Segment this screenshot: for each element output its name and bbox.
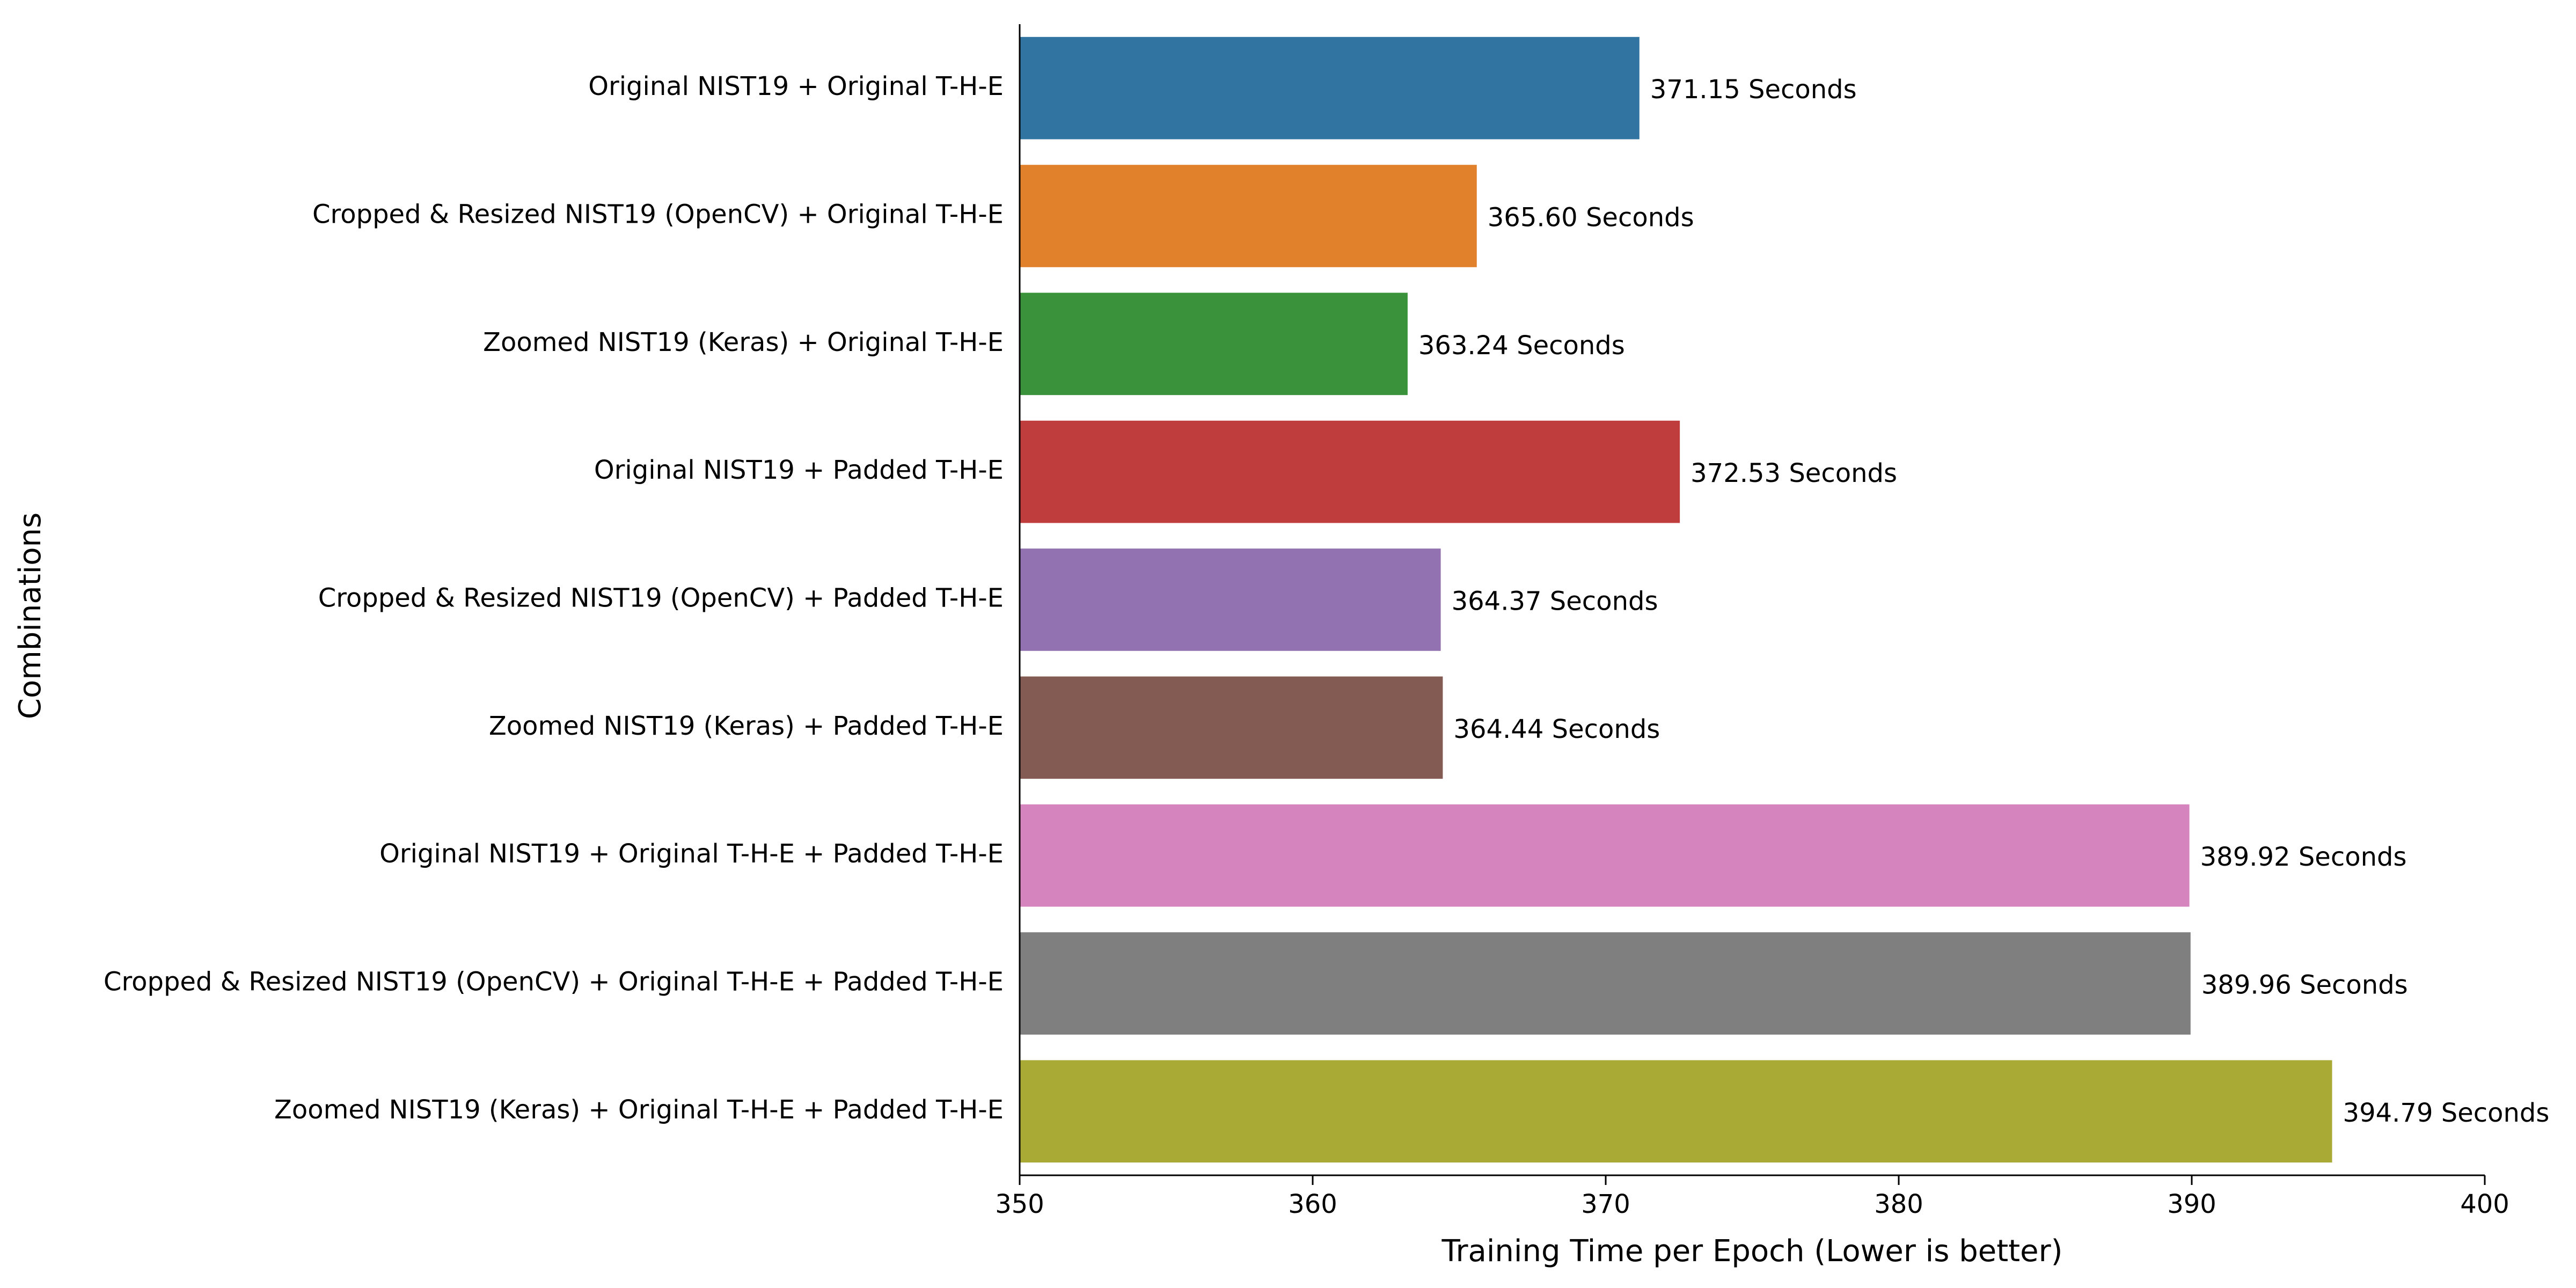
category-label: Zoomed NIST19 (Keras) + Original T-H-E +… [274, 1095, 1004, 1125]
bars-group [1020, 36, 2332, 1163]
x-tick-label: 350 [995, 1189, 1044, 1219]
bar [1020, 676, 1443, 779]
data-label: 365.60 Seconds [1488, 203, 1694, 233]
data-label: 389.92 Seconds [2200, 842, 2407, 872]
x-tick-label: 360 [1288, 1189, 1337, 1219]
data-label: 364.37 Seconds [1452, 587, 1658, 617]
category-labels: Original NIST19 + Original T-H-E Cropped … [104, 71, 1004, 1125]
x-tick-label: 400 [2460, 1189, 2509, 1219]
data-label: 372.53 Seconds [1690, 458, 1897, 488]
x-tick-label: 390 [2167, 1189, 2216, 1219]
x-axis-title: Training Time per Epoch (Lower is better… [1441, 1234, 2063, 1269]
value-labels: 371.15 Seconds 365.60 Seconds 363.24 Secon… [1418, 75, 2550, 1128]
bar [1020, 1060, 2332, 1163]
data-label: 364.44 Seconds [1453, 714, 1660, 744]
data-label: 371.15 Seconds [1650, 75, 1857, 105]
x-tick-label: 370 [1581, 1189, 1630, 1219]
category-label: Cropped & Resized NIST19 (OpenCV) + Orig… [104, 967, 1004, 997]
category-label: Cropped & Resized NIST19 (OpenCV) + Orig… [312, 200, 1004, 230]
data-label: 389.96 Seconds [2201, 970, 2408, 1000]
category-label: Zoomed NIST19 (Keras) + Original T-H-E [483, 327, 1004, 357]
x-ticks: 350 360 370 380 390 400 [995, 1175, 2509, 1219]
category-label: Original NIST19 + Padded T-H-E [594, 455, 1004, 485]
data-label: 363.24 Seconds [1418, 331, 1625, 361]
category-label: Cropped & Resized NIST19 (OpenCV) + Padd… [318, 583, 1004, 613]
x-tick-label: 380 [1874, 1189, 1923, 1219]
category-label: Zoomed NIST19 (Keras) + Padded T-H-E [489, 711, 1004, 741]
axes: 350 360 370 380 390 400 Training Time per Epo… [13, 24, 2509, 1269]
bar [1020, 932, 2191, 1035]
category-label: Original NIST19 + Original T-H-E + Padde… [379, 839, 1004, 869]
bar [1020, 165, 1477, 267]
bar [1020, 292, 1408, 396]
data-label: 394.79 Seconds [2343, 1098, 2550, 1128]
bar [1020, 804, 2190, 907]
bar [1020, 36, 1640, 140]
y-axis-title: Combinations [13, 513, 48, 719]
bar [1020, 548, 1441, 651]
category-label: Original NIST19 + Original T-H-E [588, 71, 1004, 101]
bar [1020, 420, 1680, 523]
